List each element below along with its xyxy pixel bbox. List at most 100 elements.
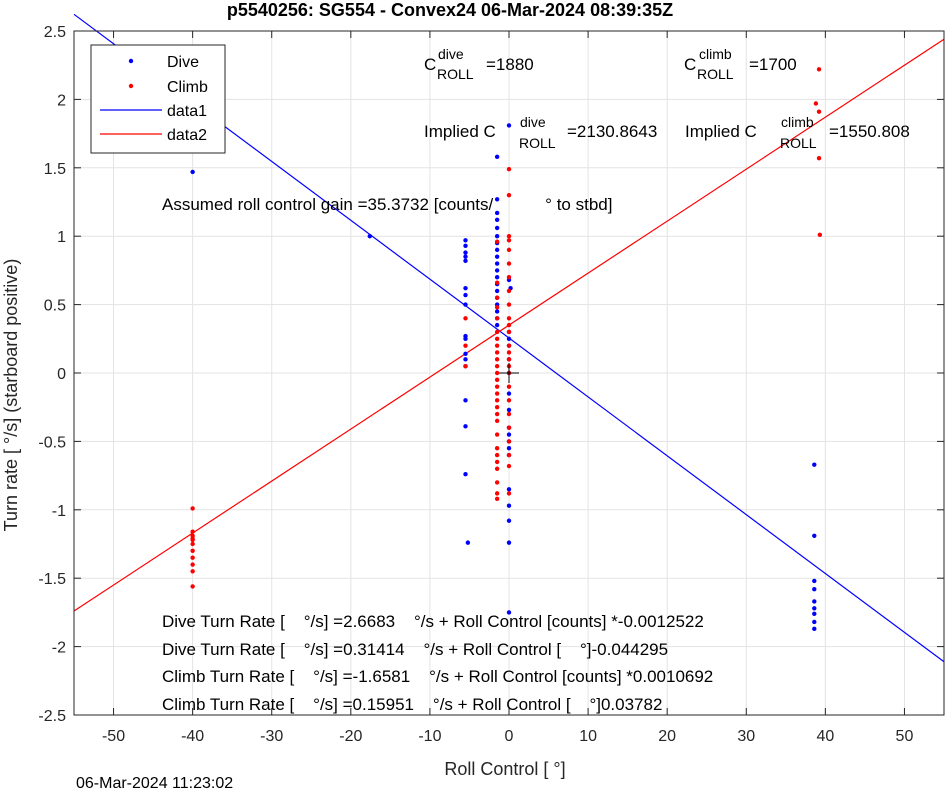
- climb-point: [506, 398, 512, 403]
- climb-point: [506, 234, 512, 239]
- climb-point: [494, 336, 500, 341]
- climb-point: [494, 411, 500, 417]
- dive-point: [463, 357, 468, 362]
- dive-point: [463, 351, 468, 357]
- chart-title: p5540256: SG554 - Convex24 06-Mar-2024 0…: [227, 0, 673, 20]
- dive-point: [812, 578, 817, 584]
- climb-point: [506, 275, 512, 280]
- climb-point: [816, 109, 822, 114]
- dive-point: [494, 268, 500, 273]
- dive-point: [812, 599, 817, 604]
- x-tick-label: -30: [260, 728, 283, 745]
- c-climb-prefix: C: [684, 55, 696, 74]
- dive-point: [463, 254, 468, 259]
- dive-point: [812, 533, 817, 538]
- dive-point: [506, 407, 512, 413]
- climb-point: [494, 370, 500, 376]
- dive-point: [506, 123, 512, 128]
- climb-point: [494, 480, 500, 485]
- equation-climb-counts: Climb Turn Rate [ °/s] =-1.6581 °/s + Ro…: [162, 667, 713, 686]
- climb-point: [506, 166, 512, 172]
- dive-point: [812, 611, 817, 616]
- implied-dive-annotation: Implied C dive ROLL =2130.8643: [424, 114, 657, 151]
- dive-point: [812, 462, 817, 467]
- climb-point: [494, 316, 500, 321]
- climb-point: [816, 67, 822, 72]
- climb-point: [494, 418, 500, 424]
- climb-point: [506, 439, 512, 444]
- climb-point: [190, 537, 195, 543]
- dive-point: [463, 238, 468, 243]
- climb-point: [506, 329, 512, 335]
- climb-point: [813, 101, 819, 106]
- x-tick-label: 30: [737, 728, 755, 745]
- x-tick-label: -10: [418, 728, 441, 745]
- implied-climb-sup: climb: [781, 114, 814, 130]
- legend-climb-label: Climb: [167, 79, 208, 96]
- dive-point: [463, 243, 468, 248]
- y-tick-label: 2: [57, 92, 66, 109]
- x-tick-label: -50: [102, 728, 125, 745]
- regression-equations: Dive Turn Rate [ °/s] =2.6683 °/s + Roll…: [162, 612, 713, 714]
- dive-point: [506, 446, 512, 451]
- dive-point: [463, 472, 468, 477]
- dive-point: [494, 254, 500, 259]
- climb-point: [190, 548, 195, 554]
- dive-point: [494, 322, 500, 328]
- climb-point: [494, 357, 500, 362]
- climb-point: [506, 261, 512, 266]
- y-tick-label: -1.5: [38, 571, 66, 588]
- dive-point: [506, 487, 512, 492]
- dive-point: [463, 250, 468, 255]
- climb-point: [494, 491, 500, 496]
- climb-point: [190, 529, 195, 534]
- climb-point: [190, 506, 195, 511]
- dive-point: [812, 586, 817, 592]
- c-dive-prefix: C: [424, 55, 436, 74]
- dive-point: [506, 391, 512, 396]
- climb-point: [506, 357, 512, 362]
- climb-point: [190, 541, 195, 547]
- climb-point: [816, 156, 822, 161]
- implied-climb-prefix: Implied C: [685, 122, 757, 141]
- dive-point: [494, 217, 500, 222]
- climb-point: [506, 343, 512, 348]
- y-tick-label: -2: [52, 640, 66, 657]
- generated-timestamp: 06-Mar-2024 11:23:02: [76, 775, 233, 792]
- climb-point: [494, 363, 500, 369]
- climb-point: [494, 452, 500, 458]
- x-tick-label: 50: [896, 728, 914, 745]
- dive-point: [190, 169, 195, 175]
- dive-point: [463, 285, 468, 291]
- climb-point: [506, 411, 512, 417]
- x-tick-label: -40: [181, 728, 204, 745]
- climb-point: [494, 305, 500, 310]
- y-tick-label: -2.5: [38, 708, 66, 725]
- implied-dive-prefix: Implied C: [424, 122, 496, 141]
- y-tick-label: 0: [57, 366, 66, 383]
- climb-point: [506, 288, 512, 294]
- implied-dive-value: =2130.8643: [567, 122, 657, 141]
- climb-point: [494, 398, 500, 403]
- climb-point: [494, 329, 500, 335]
- climb-point: [506, 316, 512, 321]
- y-tick-label: -1: [52, 503, 66, 520]
- dive-point: [463, 424, 468, 429]
- equation-climb-degrees: Climb Turn Rate [ °/s] =0.15951 °/s + Ro…: [162, 695, 662, 714]
- climb-point: [494, 384, 500, 389]
- climb-point: [463, 343, 468, 348]
- dive-point: [367, 234, 372, 239]
- dive-point: [812, 606, 817, 611]
- dive-point: [494, 275, 500, 280]
- dive-point: [506, 610, 512, 615]
- climb-point: [506, 452, 512, 458]
- x-tick-label: 10: [579, 728, 597, 745]
- climb-point: [506, 384, 512, 389]
- roll-gain-annotation: Assumed roll control gain =35.3732 [coun…: [162, 195, 612, 214]
- climb-point: [190, 555, 195, 560]
- x-tick-label: 40: [816, 728, 834, 745]
- climb-point: [506, 322, 512, 328]
- dive-point: [494, 247, 500, 253]
- tick-labels: -50 -40 -30 -20 -10 0 10 20 30 40 50-2.5-2-1.5-1-0…: [38, 24, 944, 745]
- climb-point: [494, 459, 500, 465]
